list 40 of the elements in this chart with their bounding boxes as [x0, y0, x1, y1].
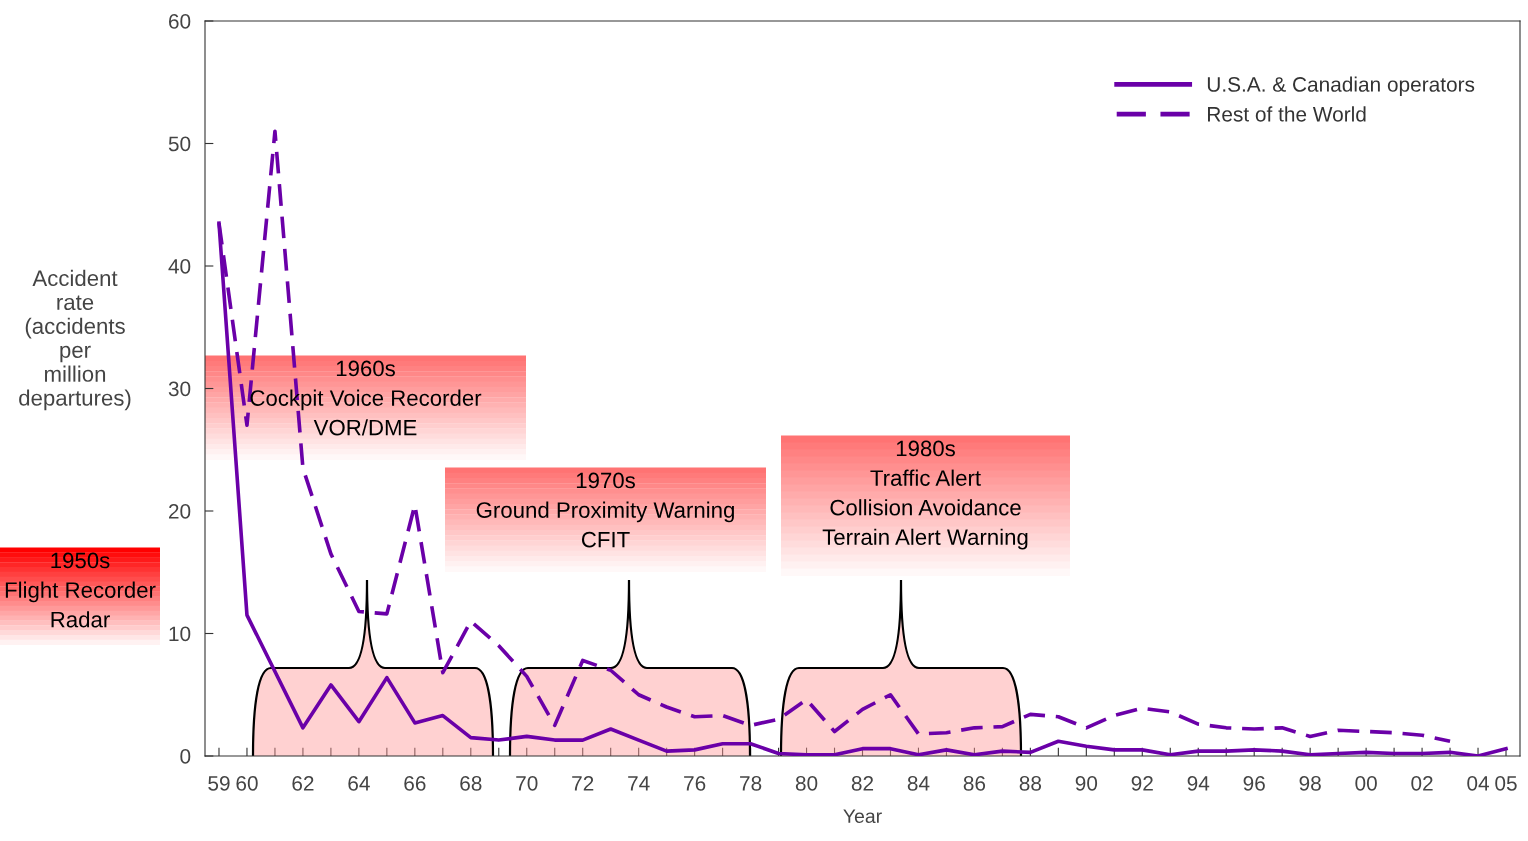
x-tick-label: 98	[1299, 775, 1321, 791]
text: 1950s Flight Recorder Radar	[5, 552, 156, 628]
y-tick-label: 0	[180, 749, 191, 764]
x-tick-label: 94	[1187, 775, 1210, 791]
x-tick-label: 64	[348, 775, 370, 791]
x-tick-label: 90	[1075, 775, 1098, 791]
x-tick-label: 04	[1467, 775, 1490, 791]
y-tick-label: 20	[168, 504, 191, 519]
x-tick-label: 62	[292, 775, 314, 791]
y-tick-label: 40	[168, 259, 191, 274]
annotation: 1980s Traffic Alert Collision Avoidance Terrain Alert Warning	[822, 440, 1028, 550]
x-tick-label: 84	[907, 775, 930, 791]
y-tick-label: 50	[168, 136, 191, 152]
x-tick-label: 92	[1131, 775, 1153, 791]
y-tick-label: 30	[168, 381, 191, 397]
x-tick-label: 82	[851, 775, 874, 791]
x-tick-label: 80	[795, 775, 818, 791]
x-tick-label: 72	[572, 775, 594, 791]
y-axis-title: Accident rate (accidents per million departures)	[19, 269, 131, 411]
x-tick-label: 02	[1411, 775, 1433, 791]
x-tick-label: 00	[1355, 775, 1377, 791]
annotation: 1970s Ground Proximity Warning CFIT	[476, 472, 734, 548]
x-tick-label: 60	[236, 775, 258, 791]
x-tick-label: 66	[404, 775, 426, 791]
x-tick-label: 74	[628, 776, 650, 791]
x-tick-label: 78	[740, 775, 762, 791]
x-tick-label: 96	[1243, 775, 1265, 791]
x-tick-label: 05	[1495, 775, 1517, 791]
legend-label: Rest of the World	[1208, 106, 1366, 122]
x-axis-title: Year	[843, 809, 882, 824]
annotation: 1960s Cockpit Voice Recorder VOR/DME	[250, 360, 482, 436]
x-tick-label: 88	[1019, 775, 1042, 791]
x-tick-label: 59	[208, 775, 230, 791]
x-tick-label: 86	[963, 775, 986, 791]
y-tick-label: 60	[169, 14, 191, 29]
x-tick-label: 70	[516, 775, 538, 791]
legend-label: U.S.A. & Canadian operators	[1207, 76, 1475, 96]
y-tick-label: 10	[169, 626, 191, 642]
x-tick-label: 68	[460, 775, 482, 791]
x-tick-label: 76	[684, 775, 706, 791]
